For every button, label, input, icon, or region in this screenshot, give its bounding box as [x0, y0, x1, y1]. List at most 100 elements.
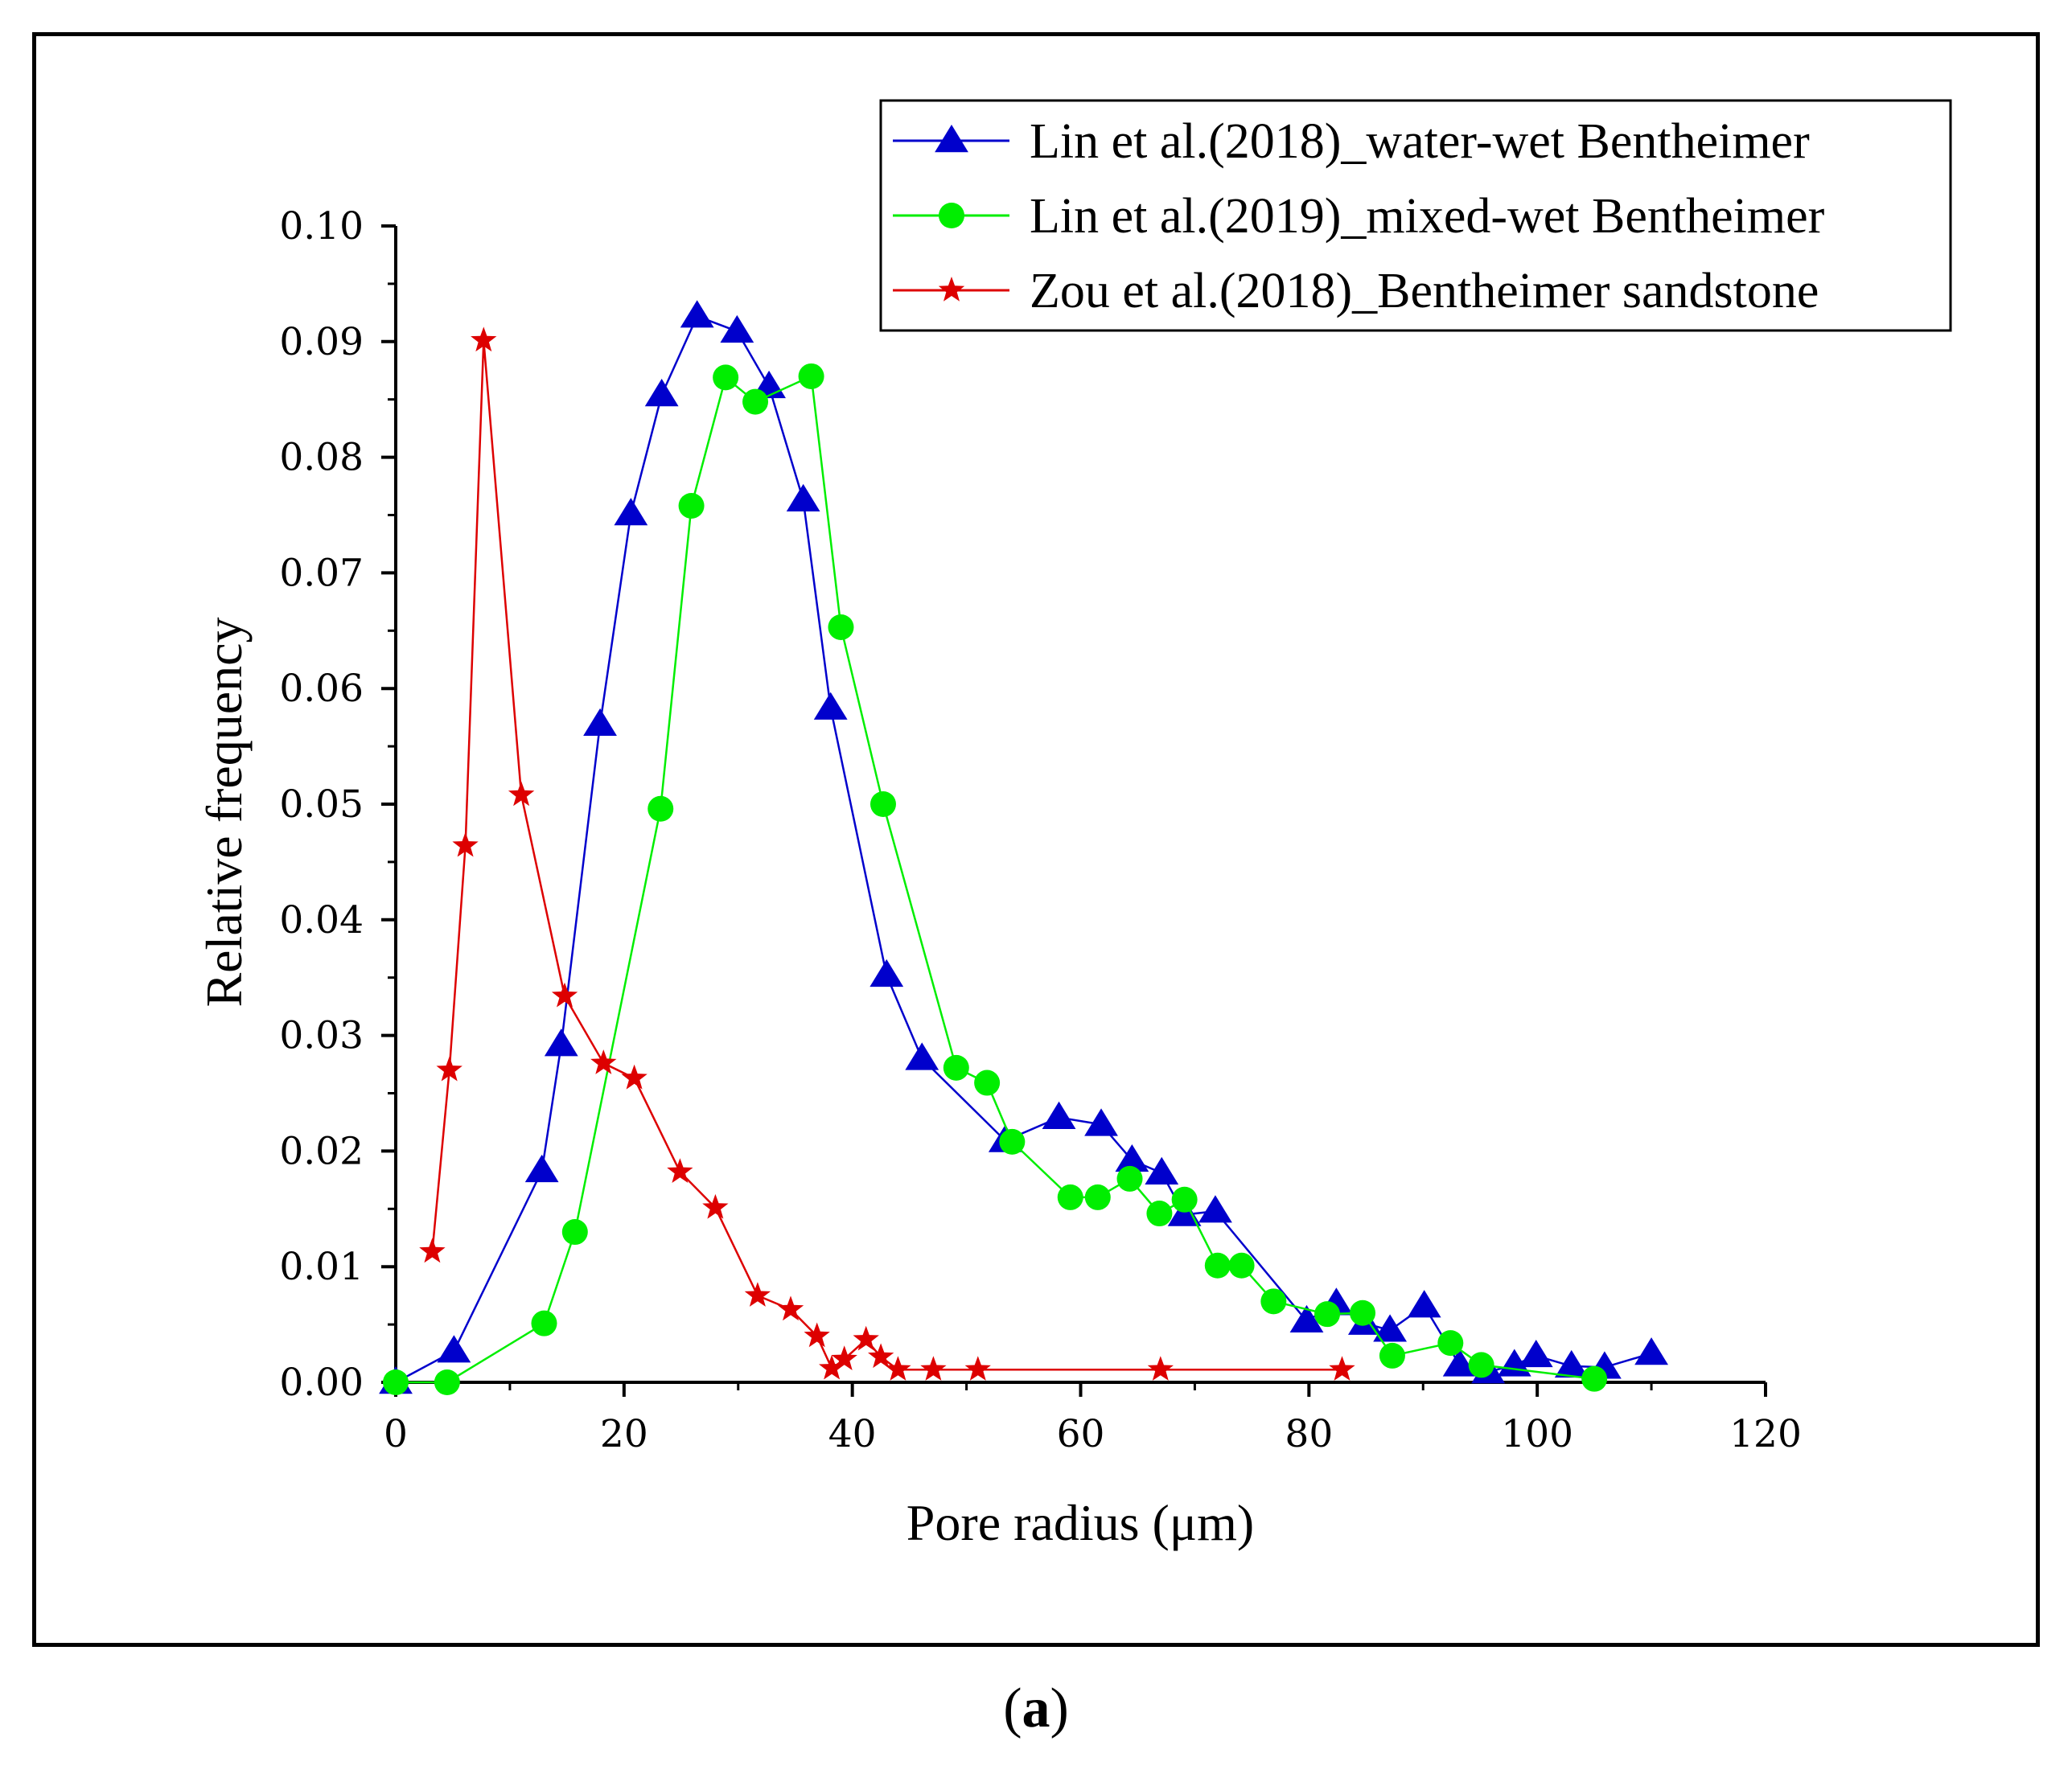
- series-layer: [379, 300, 1668, 1395]
- data-point-triangle: [1519, 1339, 1553, 1368]
- data-point-circle: [1057, 1184, 1083, 1210]
- y-tick-label: 0.00: [279, 1361, 364, 1405]
- data-point-star: [667, 1158, 693, 1183]
- y-tick-label: 0.03: [279, 1014, 364, 1058]
- data-point-star: [804, 1322, 830, 1348]
- y-tick-label: 0.07: [279, 551, 364, 595]
- data-point-circle: [742, 388, 769, 415]
- data-point-circle: [1260, 1288, 1287, 1315]
- data-point-star: [471, 326, 497, 352]
- y-axis: 0.00 0.01 0.02 0.03 0.04 0.05 0.06 0.07 0.08 0.09…: [279, 204, 397, 1405]
- x-tick-label: 120: [1729, 1412, 1802, 1456]
- data-point-star: [777, 1295, 804, 1321]
- figure-frame: [32, 32, 2040, 1647]
- data-point-star: [885, 1356, 911, 1381]
- data-point-star: [819, 1354, 845, 1380]
- data-point-circle: [1581, 1365, 1608, 1392]
- legend: Lin et al.(2018)_water-wet Bentheimer Lin…: [879, 99, 1952, 332]
- data-point-circle: [1314, 1301, 1341, 1328]
- data-point-star: [1329, 1356, 1355, 1381]
- data-point-triangle: [870, 959, 904, 987]
- data-point-star: [868, 1343, 894, 1369]
- data-point-star: [508, 781, 535, 807]
- data-point-star: [590, 1049, 617, 1074]
- data-point-circle: [1116, 1165, 1143, 1192]
- legend-marker-circle: [939, 203, 964, 228]
- series-star: [419, 326, 1355, 1381]
- x-tick-label: 0: [384, 1412, 408, 1456]
- y-tick-label: 0.02: [279, 1129, 364, 1173]
- data-point-circle: [434, 1369, 460, 1395]
- y-tick-label: 0.09: [279, 320, 364, 364]
- panel-label-letter: a: [1022, 1677, 1050, 1739]
- data-point-circle: [1379, 1342, 1405, 1369]
- data-point-triangle: [1442, 1349, 1477, 1377]
- data-point-triangle: [680, 300, 714, 328]
- data-point-triangle: [1634, 1337, 1668, 1365]
- data-point-circle: [531, 1310, 557, 1336]
- data-point-triangle: [437, 1335, 471, 1363]
- data-point-triangle: [1042, 1101, 1076, 1129]
- data-point-triangle: [1115, 1143, 1149, 1172]
- data-point-triangle: [1289, 1304, 1324, 1333]
- legend-marker-star: [938, 277, 965, 302]
- data-point-circle: [974, 1070, 1001, 1096]
- x-axis-title: Pore radius (μm): [906, 1494, 1254, 1551]
- legend-label: Lin et al.(2018)_water-wet Bentheimer: [1030, 114, 1810, 169]
- data-point-triangle: [813, 692, 848, 720]
- x-tick-label: 80: [1285, 1412, 1333, 1456]
- data-point-star: [551, 982, 578, 1008]
- data-point-triangle: [905, 1042, 939, 1070]
- data-point-circle: [1228, 1252, 1255, 1279]
- data-point-triangle: [1198, 1195, 1232, 1223]
- data-point-circle: [943, 1054, 969, 1081]
- y-tick-label: 0.06: [279, 667, 364, 711]
- data-point-circle: [713, 364, 739, 391]
- data-point-star: [831, 1345, 857, 1370]
- data-point-star: [702, 1193, 729, 1219]
- data-point-triangle: [583, 708, 617, 737]
- data-point-circle: [870, 791, 896, 817]
- legend-box: [879, 99, 1952, 332]
- data-point-star: [419, 1238, 446, 1263]
- data-point-circle: [383, 1369, 409, 1395]
- legend-label: Zou et al.(2018)_Bentheimer sandstone: [1030, 264, 1819, 318]
- y-tick-label: 0.05: [279, 782, 364, 827]
- series-line: [396, 375, 1595, 1384]
- y-tick-label: 0.04: [279, 898, 364, 942]
- data-point-circle: [1468, 1352, 1494, 1378]
- data-point-star: [436, 1056, 462, 1082]
- legend-item: Lin et al.(2018)_water-wet Bentheimer: [893, 114, 1810, 169]
- data-point-triangle: [524, 1154, 559, 1183]
- data-point-triangle: [720, 314, 754, 343]
- data-point-circle: [678, 492, 705, 519]
- x-axis: 0 20 40 60 80 100 120: [384, 1381, 1802, 1456]
- data-point-circle: [1350, 1299, 1376, 1326]
- x-tick-label: 60: [1057, 1412, 1105, 1456]
- legend-item: Lin et al.(2019)_mixed-wet Bentheimer: [893, 189, 1825, 244]
- panel-label: (a): [1003, 1677, 1069, 1739]
- data-point-star: [853, 1325, 879, 1351]
- data-point-triangle: [1145, 1156, 1179, 1185]
- data-point-circle: [798, 363, 824, 389]
- y-tick-label: 0.01: [279, 1245, 364, 1289]
- legend-item: Zou et al.(2018)_Bentheimer sandstone: [893, 264, 1819, 318]
- data-point-triangle: [1407, 1290, 1441, 1318]
- data-point-triangle: [1084, 1108, 1118, 1136]
- data-point-triangle: [786, 483, 820, 512]
- data-point-triangle: [614, 498, 648, 526]
- data-point-circle: [1204, 1252, 1231, 1279]
- data-point-circle: [561, 1219, 588, 1246]
- data-point-star: [621, 1064, 648, 1090]
- x-tick-label: 100: [1501, 1412, 1573, 1456]
- data-point-triangle: [1373, 1314, 1407, 1342]
- legend-marker-triangle: [935, 125, 968, 153]
- data-point-circle: [1146, 1201, 1173, 1227]
- data-point-star: [452, 831, 479, 857]
- data-point-circle: [999, 1128, 1026, 1155]
- data-point-triangle: [644, 378, 679, 407]
- data-point-star: [964, 1356, 991, 1381]
- data-point-triangle: [1554, 1349, 1589, 1378]
- series-line: [431, 340, 1342, 1371]
